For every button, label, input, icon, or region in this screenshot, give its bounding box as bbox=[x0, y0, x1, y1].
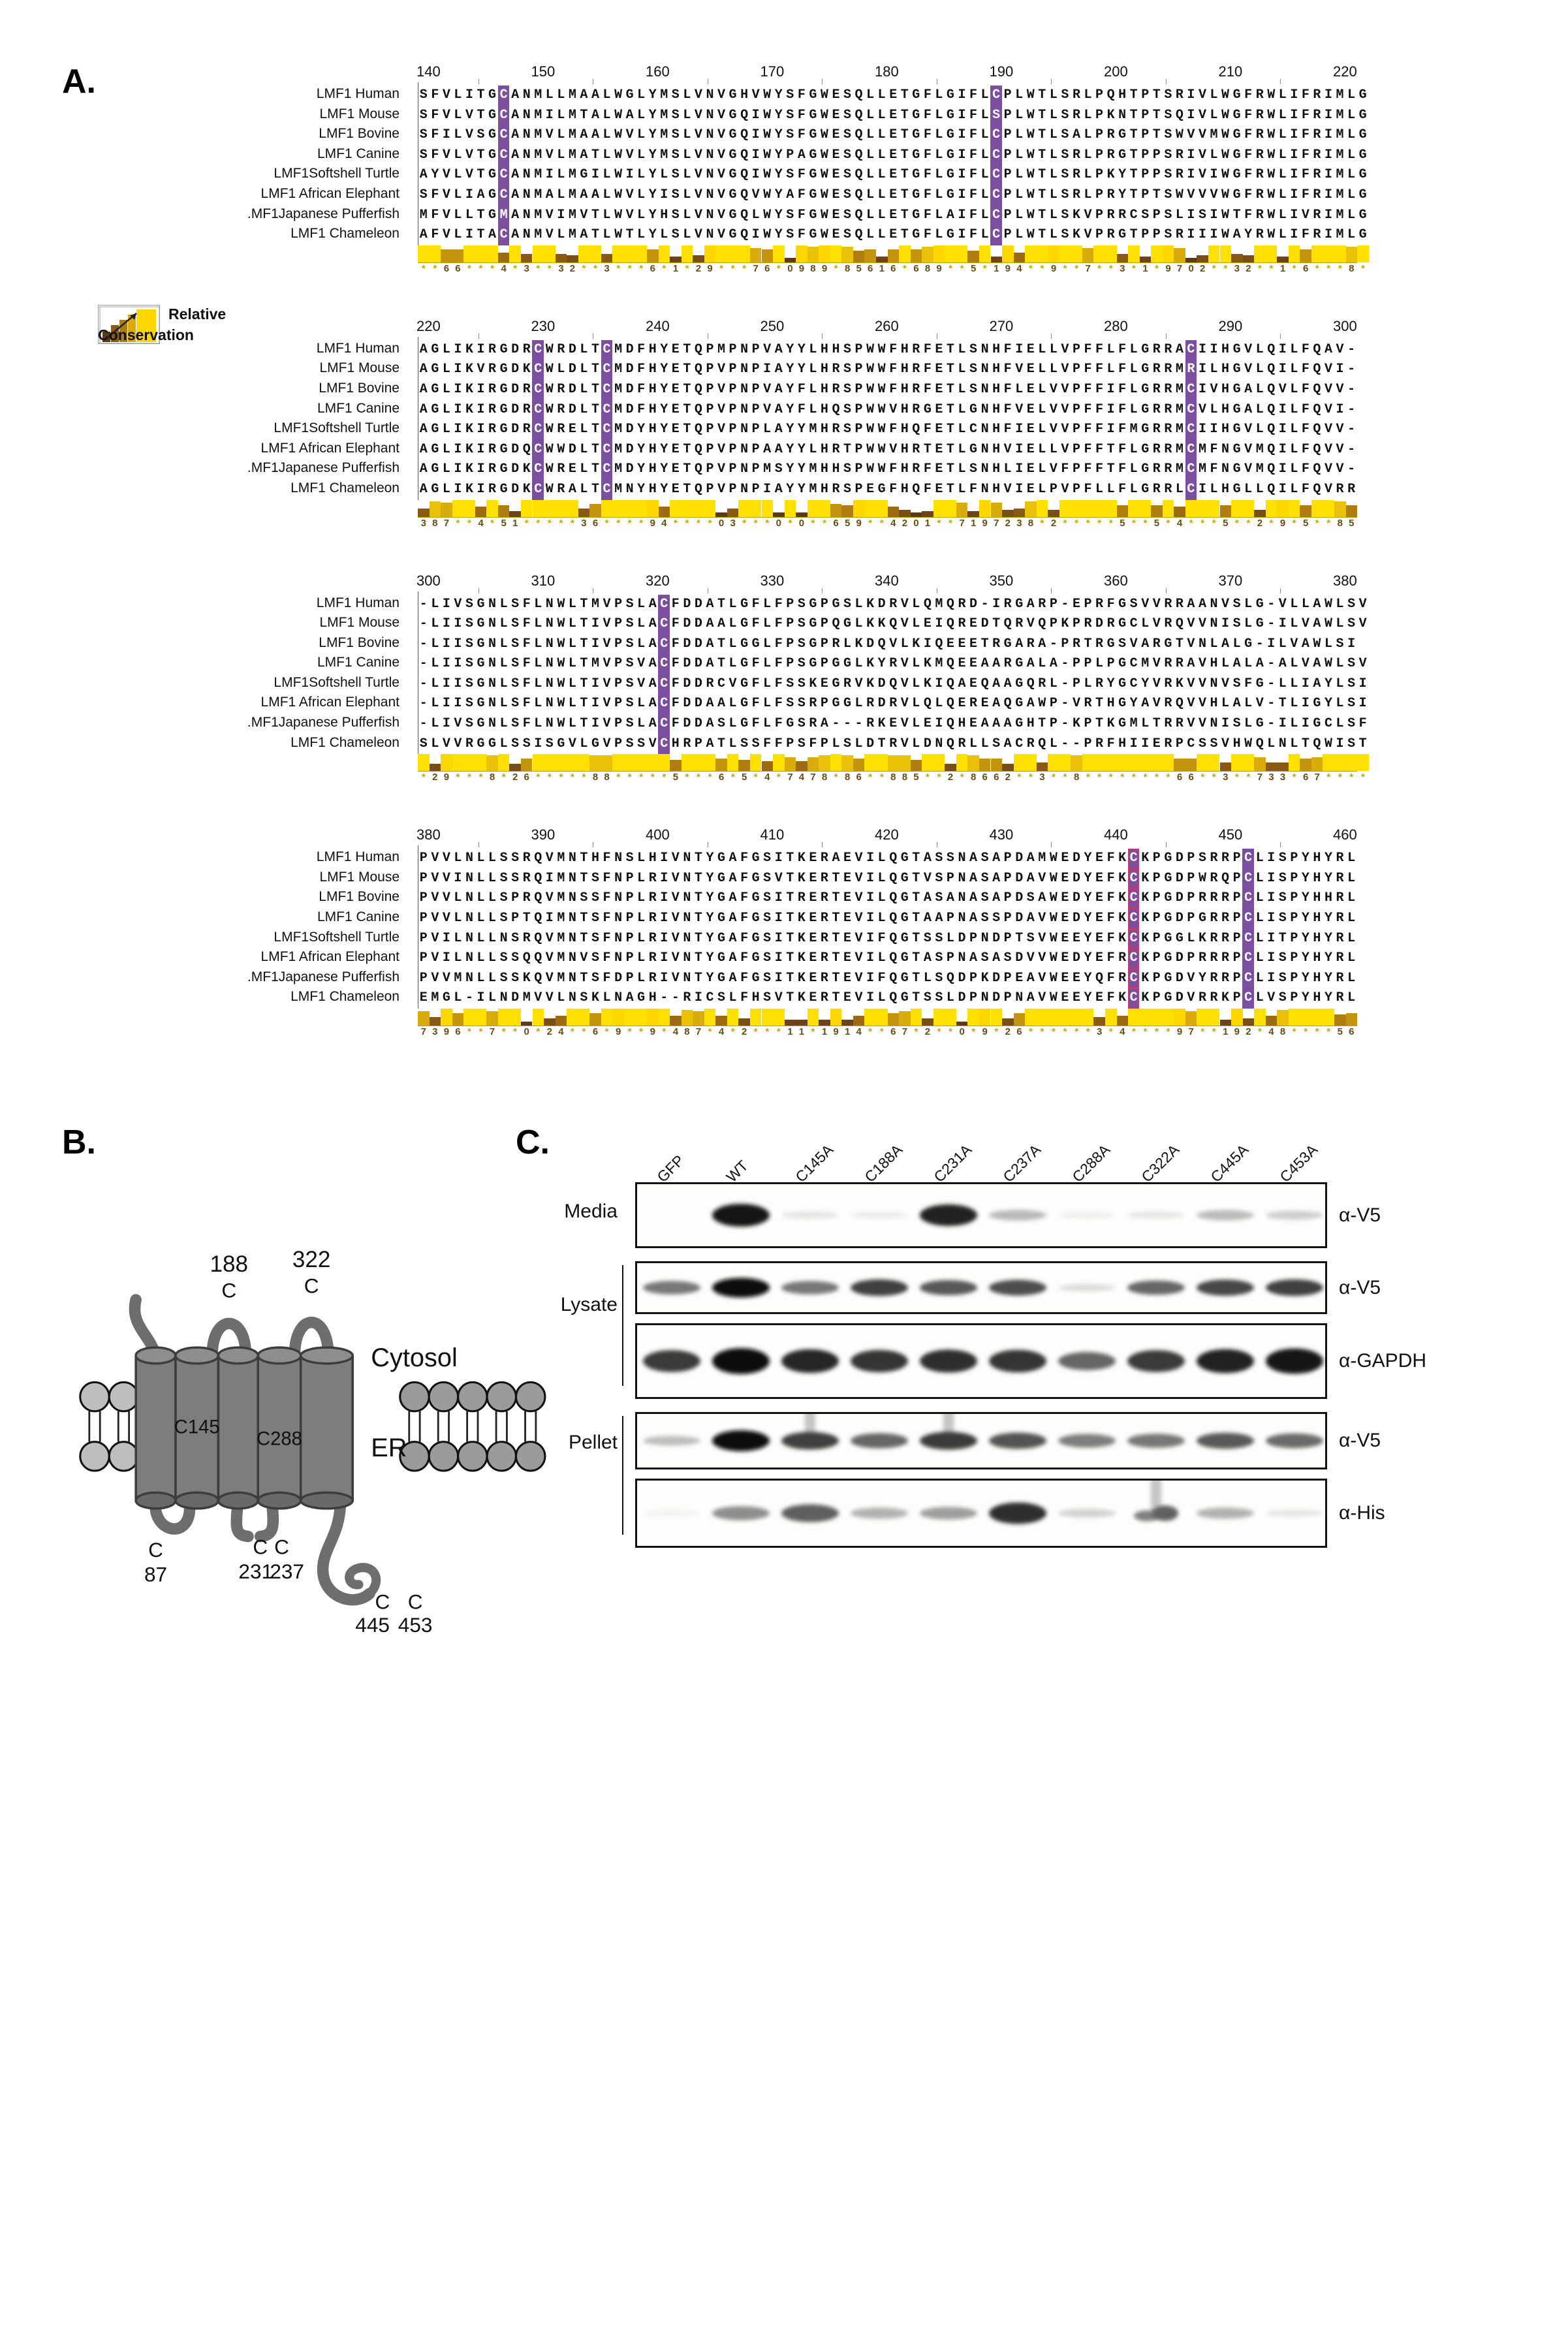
svg-text:87: 87 bbox=[144, 1563, 167, 1586]
svg-text:237: 237 bbox=[270, 1560, 304, 1583]
svg-text:C: C bbox=[253, 1535, 268, 1558]
svg-text:C: C bbox=[148, 1538, 163, 1562]
svg-text:C: C bbox=[375, 1590, 390, 1614]
svg-text:C: C bbox=[274, 1535, 289, 1558]
svg-text:322: 322 bbox=[292, 1247, 331, 1272]
svg-text:Cytosol: Cytosol bbox=[371, 1343, 458, 1372]
svg-text:445: 445 bbox=[355, 1613, 390, 1637]
svg-text:C288: C288 bbox=[257, 1428, 302, 1449]
svg-text:ER: ER bbox=[371, 1434, 407, 1462]
svg-text:C: C bbox=[304, 1274, 319, 1298]
svg-text:C: C bbox=[408, 1590, 423, 1614]
svg-text:231: 231 bbox=[238, 1560, 273, 1583]
svg-text:C145: C145 bbox=[174, 1417, 220, 1438]
svg-text:453: 453 bbox=[398, 1613, 433, 1637]
svg-text:C: C bbox=[221, 1279, 236, 1302]
svg-text:188: 188 bbox=[210, 1251, 249, 1277]
